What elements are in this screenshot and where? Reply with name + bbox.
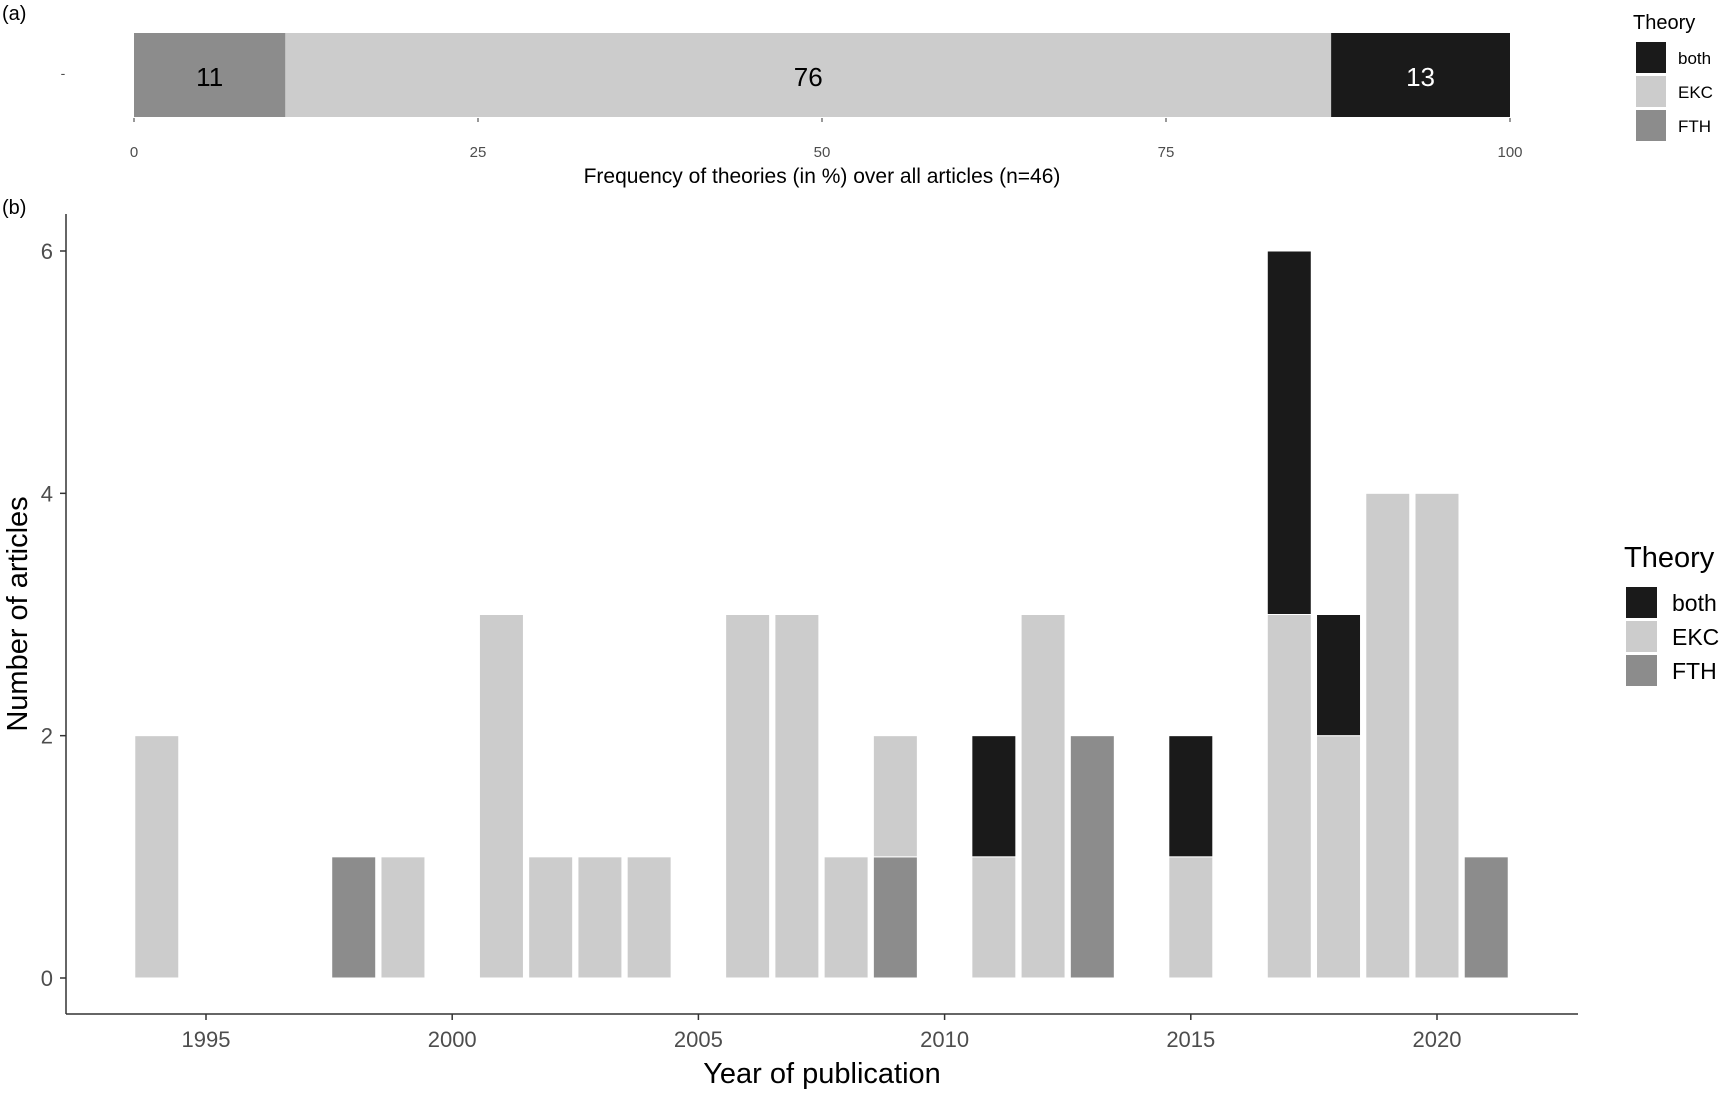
bar-2004-ekc bbox=[626, 856, 672, 979]
bar-segment-label: 13 bbox=[1406, 62, 1435, 92]
x-tick-label: 2010 bbox=[920, 1027, 969, 1052]
panel-b-x-ticks: 1995 2000 2005 2010 2015 2020 bbox=[182, 1014, 1462, 1052]
bar-2015-both bbox=[1168, 735, 1214, 858]
bar-segment-fth bbox=[134, 33, 286, 117]
bar-2017-both bbox=[1266, 250, 1312, 615]
legend-key-fth bbox=[1626, 655, 1657, 686]
bar-segment-ekc bbox=[285, 33, 1332, 117]
x-tick-label: 2000 bbox=[428, 1027, 477, 1052]
bar-1999-ekc bbox=[380, 856, 426, 979]
x-tick-label: 1995 bbox=[182, 1027, 231, 1052]
panel-a-x-ticks: 0 25 50 75 100 bbox=[130, 118, 1523, 161]
bar-2007-ekc bbox=[774, 614, 820, 979]
legend-label: FTH bbox=[1678, 117, 1711, 136]
bar-2020-ekc bbox=[1414, 492, 1460, 979]
legend-label: both bbox=[1672, 590, 1717, 616]
legend-key-both bbox=[1636, 42, 1666, 73]
bar-2015-ekc bbox=[1168, 856, 1214, 979]
panel-b-legend-title: Theory bbox=[1624, 542, 1715, 574]
x-tick-label: 2020 bbox=[1413, 1027, 1462, 1052]
panel-a-y-tick: - bbox=[61, 65, 66, 81]
panel-a-x-axis-title: Frequency of theories (in %) over all ar… bbox=[584, 165, 1061, 188]
bar-2021-fth bbox=[1463, 856, 1509, 979]
bar-2012-ekc bbox=[1020, 614, 1066, 979]
panel-b-x-axis-title: Year of publication bbox=[703, 1058, 941, 1090]
legend-label: FTH bbox=[1672, 658, 1717, 684]
y-tick-label: 0 bbox=[41, 966, 53, 991]
bar-2009-ekc bbox=[872, 735, 918, 858]
bar-2011-both bbox=[971, 735, 1017, 858]
bar-segment-label: 11 bbox=[196, 62, 223, 92]
x-tick-label: 2005 bbox=[674, 1027, 723, 1052]
bar-2009-fth bbox=[872, 856, 918, 979]
y-tick-label: 2 bbox=[41, 724, 53, 749]
bar-2003-ekc bbox=[577, 856, 623, 979]
panel-a-legend-title: Theory bbox=[1633, 12, 1695, 34]
legend-key-ekc bbox=[1636, 76, 1666, 107]
panel-b-label: (b) bbox=[2, 197, 26, 219]
bar-2002-ekc bbox=[528, 856, 574, 979]
bar-2011-ekc bbox=[971, 856, 1017, 979]
x-tick-label: 2015 bbox=[1166, 1027, 1215, 1052]
bar-2008-ekc bbox=[823, 856, 869, 979]
panel-a-label: (a) bbox=[2, 3, 26, 25]
bar-2013-fth bbox=[1069, 735, 1115, 979]
y-tick-label: 6 bbox=[41, 239, 53, 264]
legend-key-both bbox=[1626, 587, 1657, 618]
legend-label: EKC bbox=[1672, 624, 1719, 650]
bar-2001-ekc bbox=[478, 614, 524, 979]
bar-2019-ekc bbox=[1365, 492, 1411, 979]
bar-segment-label: 76 bbox=[794, 62, 823, 92]
bar-2018-ekc bbox=[1316, 735, 1362, 979]
x-tick-label: 0 bbox=[130, 144, 138, 161]
panel-a-legend: Theory both EKC FTH bbox=[1633, 12, 1713, 141]
bar-1998-fth bbox=[331, 856, 377, 979]
bar-2006-ekc bbox=[725, 614, 771, 979]
legend-label: both bbox=[1678, 49, 1711, 68]
panel-b-legend: Theory both EKC FTH bbox=[1624, 542, 1719, 686]
x-tick-label: 25 bbox=[470, 144, 487, 161]
panel-b-y-axis-title: Number of articles bbox=[2, 496, 34, 731]
bar-1994-ekc bbox=[134, 735, 180, 979]
legend-key-ekc bbox=[1626, 621, 1657, 652]
legend-key-fth bbox=[1636, 110, 1666, 141]
y-tick-label: 4 bbox=[41, 481, 53, 506]
legend-label: EKC bbox=[1678, 83, 1713, 102]
x-tick-label: 100 bbox=[1497, 144, 1522, 161]
bar-2018-both bbox=[1316, 614, 1362, 737]
x-tick-label: 75 bbox=[1158, 144, 1175, 161]
panel-a-bars: 11 76 13 bbox=[134, 33, 1510, 117]
panel-b-y-ticks: 0 2 4 6 bbox=[41, 239, 66, 991]
x-tick-label: 50 bbox=[814, 144, 831, 161]
bar-2017-ekc bbox=[1266, 614, 1312, 979]
panel-b-bars bbox=[134, 250, 1509, 979]
bar-segment-both bbox=[1331, 33, 1510, 117]
